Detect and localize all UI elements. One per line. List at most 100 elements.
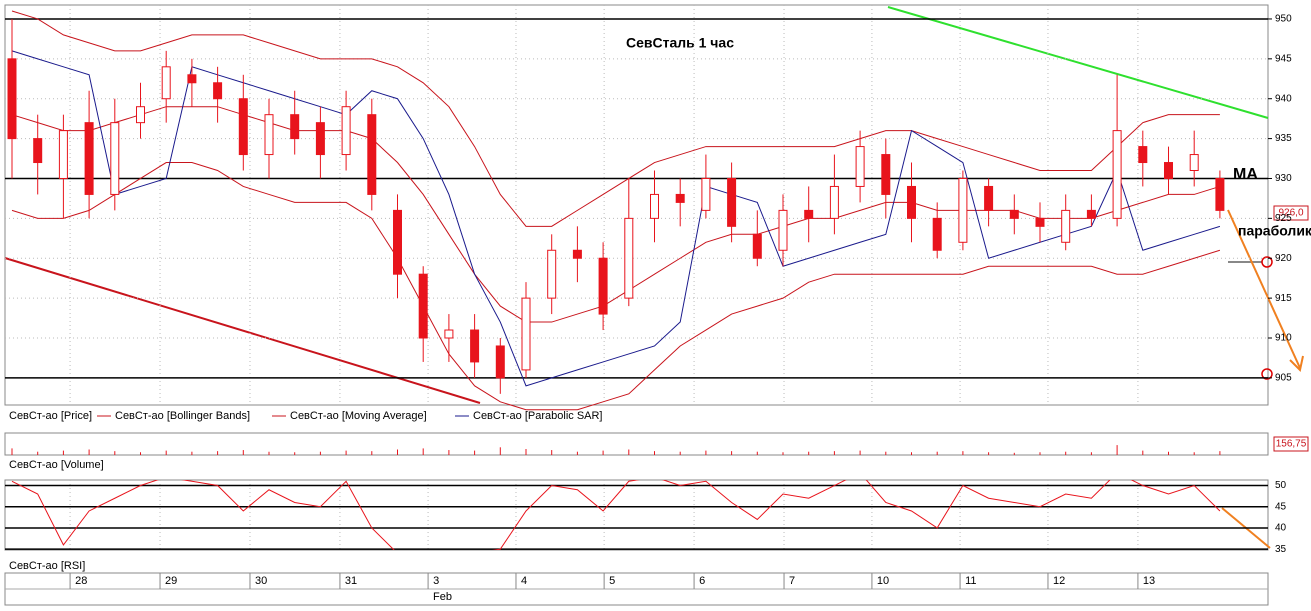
candle-body [58,130,68,179]
candle-body [778,209,788,251]
y-tick-label: 925 [1275,213,1292,224]
y-tick-label: 915 [1275,293,1292,304]
candle-body [675,193,685,203]
overlay-line [11,162,1221,411]
candle-body [264,114,274,156]
y-tick-label: 910 [1275,333,1292,344]
candle-body [1009,209,1019,219]
candle-body [33,138,43,164]
candle-body [598,257,608,315]
x-tick-label: 28 [75,575,87,587]
x-tick-label: 3 [433,575,439,587]
candle-body [470,329,480,363]
candle-body [1138,146,1148,164]
x-tick-label: 12 [1053,575,1065,587]
candle-body [136,106,145,124]
candle-body [84,122,94,195]
candle-body [804,209,814,219]
volume-tag-text: 156,75 [1276,439,1307,450]
volume-tag [1273,436,1309,452]
candle-body [315,122,325,156]
volume-legend: СевСт-ао [Volume] [9,459,104,471]
candle-body [1061,209,1071,243]
arrow-head [1289,355,1304,373]
candle-body [1035,217,1045,227]
candle-body [650,193,659,219]
overlay-line [11,10,1220,227]
rsi-line [11,480,1221,550]
x-tick-label: 5 [609,575,615,587]
candle-body [187,74,197,84]
candle-body [855,146,865,187]
candle-body [1112,130,1122,219]
forecast-arrow [1227,209,1301,369]
candle-body [701,177,711,211]
rsi-tick-label: 45 [1275,501,1287,512]
x-tick-label: 7 [789,575,795,587]
overlay-line [11,50,1221,387]
price-tag-text: 926,0 [1278,208,1303,219]
candle-body [984,185,994,211]
rsi-frame [4,479,1269,551]
rsi-tick-label: 40 [1275,523,1287,534]
candle-body [161,66,171,100]
x-tick-label: 10 [877,575,889,587]
candle-body [521,297,531,371]
price-frame [4,4,1269,406]
y-tick-label: 940 [1275,93,1292,104]
candle-body [238,98,248,156]
y-tick-label: 920 [1275,253,1292,264]
candle-body [1086,209,1096,219]
sar-label: параболик [1238,223,1311,239]
candle-body [572,249,582,259]
candle-body [881,154,891,195]
legend-label: СевСт-ао [Bollinger Bands] [115,410,250,422]
y-tick-label: 950 [1275,14,1292,25]
candle-body [624,217,634,299]
candle-body [290,114,300,140]
candle-body [829,185,839,219]
x-tick-label: 31 [345,575,357,587]
volume-frame [4,432,1269,456]
candle-body [393,209,402,275]
x-tick-label: 30 [255,575,267,587]
ma-label: MA [1233,166,1258,183]
y-tick-label: 935 [1275,133,1292,144]
x-tick-label: 29 [165,575,177,587]
candle-body [907,185,916,219]
candle-body [1189,154,1199,172]
candle-body [932,217,942,251]
rsi-tick-label: 35 [1275,544,1287,555]
rsi-legend: СевСт-ао [RSI] [9,560,85,572]
legend-label: СевСт-ао [Parabolic SAR] [473,410,603,422]
x-tick-label: 11 [965,575,976,587]
candle-body [444,329,454,339]
candle-body [367,114,377,195]
x-tick-label: 4 [521,575,527,587]
y-tick-label: 905 [1275,373,1292,384]
candle-body [418,273,428,339]
trendline-green [887,6,1269,119]
candle-body [1164,162,1173,179]
candle-body [110,122,120,195]
candle-body [213,82,223,100]
candle-body [7,58,17,140]
candle-body [547,249,557,299]
price-tag [1273,205,1309,221]
candle-body [1215,177,1225,211]
x-tick-label: 6 [699,575,705,587]
legend-label: СевСт-ао [Price] [9,410,92,422]
month-label: Feb [433,591,452,603]
trendline-red [4,257,481,404]
chart-title: СевСталь 1 час [626,35,734,51]
target-circle [1261,368,1273,380]
candle-body [495,345,505,379]
rsi-tick-label: 50 [1275,480,1287,491]
y-tick-label: 930 [1275,173,1292,184]
candle-body [752,233,762,259]
candle-body [727,177,737,227]
candle-body [341,106,351,156]
target-circle [1261,256,1273,268]
candle-body [958,177,968,243]
